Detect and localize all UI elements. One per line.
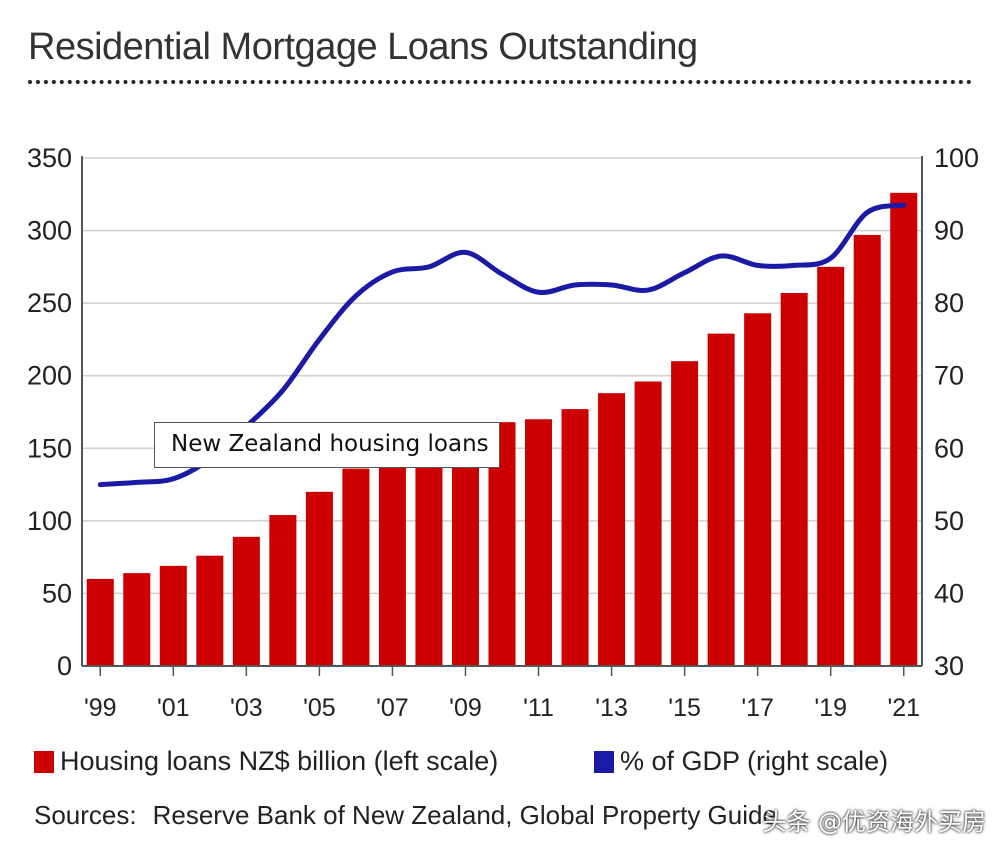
x-tick-2015: '15 — [668, 694, 701, 722]
left-tick-300: 300 — [27, 216, 72, 246]
legend-swatch-red — [34, 750, 54, 773]
bar-2008 — [415, 462, 443, 666]
legend-swatch-blue — [594, 750, 614, 773]
sources-text: Reserve Bank of New Zealand, Global Prop… — [152, 800, 777, 830]
right-tick-40: 40 — [934, 578, 964, 608]
right-tick-90: 90 — [934, 216, 964, 246]
bar-2007 — [378, 465, 406, 666]
legend-item-gdp-share: % of GDP (right scale) — [594, 746, 888, 777]
left-tick-100: 100 — [27, 506, 72, 536]
bar-2000 — [123, 573, 151, 666]
x-tick-2005: '05 — [303, 694, 336, 722]
title-divider — [28, 80, 972, 84]
right-axis-ticks: 30 40 50 60 70 80 90 100 — [934, 143, 979, 681]
left-tick-200: 200 — [27, 361, 72, 391]
bar-2005 — [305, 491, 333, 666]
sources-note: Sources: Reserve Bank of New Zealand, Glo… — [34, 800, 974, 831]
x-tick-2021: '21 — [887, 694, 920, 722]
left-tick-0: 0 — [57, 651, 72, 681]
right-tick-60: 60 — [934, 433, 964, 463]
x-tick-2009: '09 — [449, 694, 482, 722]
left-tick-350: 350 — [27, 143, 72, 173]
x-tick-1999: '99 — [84, 694, 117, 722]
bar-2004 — [269, 515, 297, 666]
watermark: 头条 @优资海外买房 — [762, 808, 986, 836]
bar-2003 — [232, 536, 260, 666]
bar-2021 — [890, 192, 918, 666]
bar-2002 — [196, 555, 224, 666]
left-tick-150: 150 — [27, 433, 72, 463]
bar-2016 — [707, 333, 735, 666]
x-tick-2019: '19 — [814, 694, 847, 722]
x-tick-2017: '17 — [741, 694, 774, 722]
right-tick-30: 30 — [934, 651, 964, 681]
bar-2012 — [561, 409, 589, 666]
bars-housing-loans — [86, 192, 918, 666]
bar-2018 — [780, 292, 808, 666]
chart-annotation: New Zealand housing loans — [154, 422, 500, 468]
bar-2015 — [671, 361, 699, 666]
legend-label-gdp-share: % of GDP (right scale) — [620, 746, 889, 776]
bar-2019 — [817, 266, 845, 666]
legend: Housing loans NZ$ billion (left scale) %… — [34, 746, 994, 786]
bar-2006 — [342, 468, 370, 666]
sources-label: Sources: — [34, 800, 137, 830]
chart-title: Residential Mortgage Loans Outstanding — [28, 26, 698, 68]
bar-1999 — [86, 578, 114, 666]
bar-2011 — [525, 419, 553, 666]
left-tick-250: 250 — [27, 288, 72, 318]
left-tick-50: 50 — [42, 578, 72, 608]
bar-2020 — [853, 234, 881, 666]
x-tick-2007: '07 — [376, 694, 409, 722]
bar-2014 — [634, 381, 662, 666]
bar-2001 — [159, 565, 187, 666]
axes — [81, 156, 923, 667]
bar-2013 — [598, 393, 626, 666]
x-axis-ticks: '99 '01 '03 '05 '07 '09 '11 '13 '15 '17 '19 '21 — [84, 666, 920, 722]
left-axis-ticks: 0 50 100 150 200 250 300 350 — [27, 143, 72, 681]
x-tick-2013: '13 — [595, 694, 628, 722]
right-tick-100: 100 — [934, 143, 979, 173]
legend-label-housing-loans: Housing loans NZ$ billion (left scale) — [60, 746, 499, 776]
x-tick-2001: '01 — [157, 694, 190, 722]
x-tick-2003: '03 — [230, 694, 263, 722]
legend-item-housing-loans: Housing loans NZ$ billion (left scale) — [34, 746, 498, 777]
right-tick-80: 80 — [934, 288, 964, 318]
right-tick-50: 50 — [934, 506, 964, 536]
right-tick-70: 70 — [934, 361, 964, 391]
x-tick-2011: '11 — [523, 694, 554, 722]
bar-2017 — [744, 313, 772, 666]
